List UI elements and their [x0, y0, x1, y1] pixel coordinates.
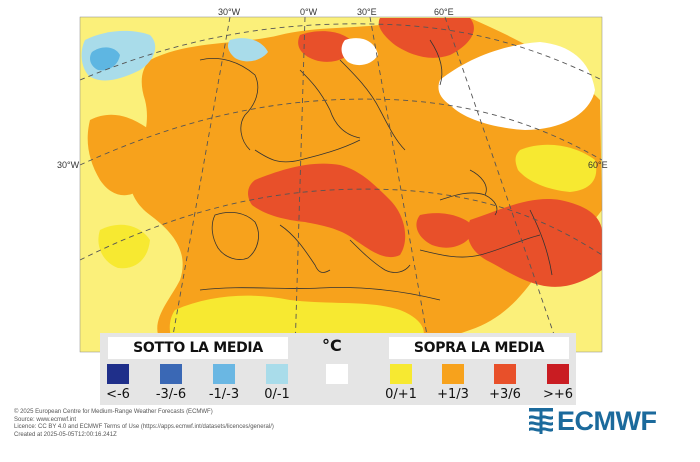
lat-label-left: 30°W — [57, 160, 80, 170]
anomaly-zone-white-east — [438, 42, 595, 130]
credits-copyright: © 2025 European Centre for Medium-Range … — [14, 409, 213, 415]
lon-label-30e-top: 30°E — [357, 7, 377, 17]
graticule — [80, 17, 602, 352]
legend-swatch-gt-plus6 — [547, 364, 569, 384]
land-yellow-africa — [169, 295, 424, 345]
legend-swatch-lt-minus6 — [107, 364, 129, 384]
legend-swatch-neutral — [326, 364, 348, 384]
legend-label-plus1-3: +1/3 — [437, 387, 469, 402]
lon-label-0-top: 0°W — [300, 7, 318, 17]
lat-label-right: 60°E — [588, 160, 608, 170]
legend-swatch-minus3-minus6 — [160, 364, 182, 384]
legend-label-plus3-6: +3/6 — [489, 387, 521, 402]
legend-label-minus1-minus3: -1/-3 — [208, 387, 240, 402]
anomaly-zone-white-north — [341, 38, 378, 66]
land-yellow-east — [515, 144, 597, 192]
legend-label-0-minus1: 0/-1 — [264, 387, 290, 402]
legend-below-header: SOTTO LA MEDIA — [108, 337, 288, 359]
anomaly-zone-red-north — [378, 18, 474, 58]
coastlines — [199, 39, 553, 301]
legend-above-header: SOPRA LA MEDIA — [389, 337, 569, 359]
anomaly-zone-red-scandinavia — [298, 31, 355, 62]
legend-label-minus3-minus6: -3/-6 — [155, 387, 187, 402]
anomaly-zone-red-central — [248, 163, 406, 258]
anomaly-zone-red-east — [467, 199, 602, 287]
anomaly-zone-orange-west — [87, 114, 155, 196]
lon-label-60e-top: 60°E — [434, 7, 454, 17]
legend-swatch-plus3-6 — [494, 364, 516, 384]
legend-label-0-plus1: 0/+1 — [385, 387, 417, 402]
legend-swatch-0-plus1 — [390, 364, 412, 384]
ecmwf-logo-icon — [529, 408, 553, 434]
legend-unit: °C — [322, 336, 342, 355]
credits-created: Created at 2025-05-05T12:00:16.241Z — [14, 431, 117, 438]
ecmwf-logo: ECMWF — [529, 405, 657, 436]
legend-label-lt-minus6: <-6 — [106, 387, 130, 402]
anomaly-zone-cool-3 — [227, 38, 268, 62]
legend-label-gt-plus6: >+6 — [542, 387, 574, 402]
legend-swatch-plus1-3 — [442, 364, 464, 384]
anomaly-zone-red-turkey — [416, 213, 475, 248]
credits-licence: Licence: CC BY 4.0 and ECMWF Terms of Us… — [14, 424, 274, 431]
legend: SOTTO LA MEDIA °C SOPRA LA MEDIA <-6 -3/… — [100, 333, 576, 405]
legend-swatch-minus1-minus3 — [213, 364, 235, 384]
legend-swatch-0-minus1 — [266, 364, 288, 384]
anomaly-zone-cool-2 — [90, 47, 120, 71]
land-yellow-atlantic — [98, 224, 150, 269]
ecmwf-logo-text: ECMWF — [557, 405, 657, 436]
credits-source: Source: www.ecmwf.int — [14, 416, 77, 423]
lon-label-30w-top: 30°W — [218, 7, 241, 17]
credits: © 2025 European Centre for Medium-Range … — [14, 409, 274, 439]
